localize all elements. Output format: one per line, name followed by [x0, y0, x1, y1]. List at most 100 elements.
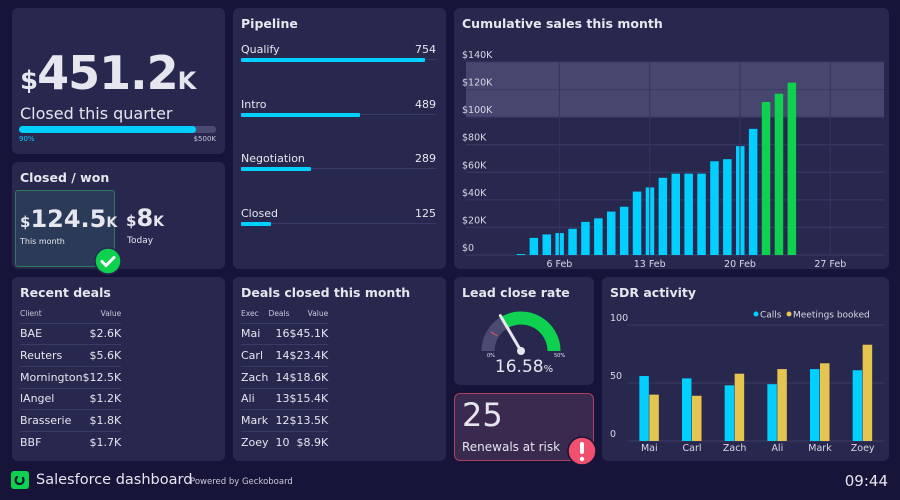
sdr-bar-meetings-booked — [862, 344, 873, 441]
pipeline-fill — [241, 112, 361, 117]
column-header: Deals — [268, 305, 290, 324]
table-cell: $5.6K — [82, 344, 122, 367]
pipeline-fill — [241, 167, 312, 171]
pipeline-stage-label: Qualify — [241, 43, 280, 56]
table-cell: $1.7K — [89, 436, 122, 450]
y-tick-label: $80K — [462, 133, 487, 144]
pipeline-track — [241, 222, 436, 224]
x-tick-label: Zach — [723, 443, 747, 454]
table-row[interactable]: Ali 13 $15.4K — [241, 388, 329, 411]
month-value: $124.5K — [20, 205, 117, 233]
table-row[interactable]: BBF $1.7K — [20, 431, 121, 453]
sales-bar — [542, 234, 551, 255]
legend-label: Calls — [760, 311, 782, 321]
table-cell: $23.4K — [289, 344, 329, 367]
table-cell: 13 — [268, 388, 290, 411]
column-header: Value — [82, 305, 122, 324]
renewals-panel: 25 Renewals at risk — [454, 393, 597, 466]
y-tick-label: $20K — [462, 215, 487, 226]
closed-won-panel: Closed / won $124.5K This month $8K Toda… — [12, 162, 225, 275]
pipeline-track — [241, 168, 436, 169]
column-header: Value — [289, 305, 329, 324]
table-row[interactable]: Zoey 10 $8.9K — [241, 431, 328, 453]
sales-bar — [787, 82, 797, 255]
sdr-bar-calls — [682, 378, 692, 441]
legend-label: Meetings booked — [793, 311, 870, 321]
y-tick-label: 100 — [610, 313, 628, 324]
this-month-box: $124.5K This month — [15, 190, 117, 267]
table-row[interactable]: Reuters $5.6K — [20, 344, 122, 367]
table-row[interactable]: Zach 14 $18.6K — [241, 366, 329, 389]
sales-bar — [761, 101, 771, 255]
legend-swatch — [786, 311, 792, 317]
suffix: K — [106, 215, 118, 231]
sdr-bar-calls — [767, 384, 777, 441]
table-cell: 10 — [275, 436, 290, 450]
y-tick-label: $100K — [462, 105, 493, 116]
recent-deals-table: Client Value BAE $2.6K Reuters $5.6K Morningto… — [20, 305, 122, 453]
quarter-progress-bar — [19, 126, 216, 133]
sales-bar — [516, 254, 526, 255]
table-cell: $12.5K — [82, 366, 122, 389]
sales-bar — [529, 237, 539, 255]
quarter-amount: 451.2 — [37, 46, 179, 100]
sdr-bar-calls — [810, 369, 820, 441]
x-tick-label: 27 Feb — [814, 259, 846, 269]
deals-closed-table: Exec Deals Value Mai 16 $45.1K Carl 14 $23.4K Zac… — [241, 305, 329, 453]
table-cell: Mornington — [20, 366, 83, 389]
table-cell: 14 — [268, 366, 290, 389]
rate-unit: % — [543, 364, 554, 375]
table-row[interactable]: Carl 14 $23.4K — [241, 344, 329, 367]
table-cell: Mark — [241, 409, 269, 432]
table-row[interactable]: Mai 16 $45.1K — [241, 323, 329, 346]
legend-swatch — [753, 311, 759, 317]
x-tick-label: Zoey — [851, 443, 875, 454]
rate-value: 16.58 — [494, 357, 544, 377]
table-row[interactable]: Brasserie $1.8K — [20, 409, 122, 432]
pipeline-stage-label: Intro — [241, 97, 267, 111]
gauge-min-label: 0% — [487, 353, 495, 359]
sales-bar — [607, 211, 616, 255]
table-cell: Mai — [241, 323, 269, 346]
powered-by: Powered by Geckoboard — [190, 477, 293, 487]
table-cell: 12 — [268, 409, 290, 432]
table-row[interactable]: lAngel $1.2K — [20, 388, 122, 411]
table-row[interactable]: Mornington $12.5K — [20, 366, 122, 389]
y-tick-label: $0 — [462, 243, 474, 254]
sales-bar — [632, 191, 642, 255]
table-cell: Ali — [241, 388, 269, 411]
sales-bar — [568, 228, 577, 255]
sdr-bar-meetings-booked — [649, 394, 659, 441]
table-row[interactable]: Mark 12 $13.5K — [241, 409, 329, 432]
quarter-progress-fill — [19, 126, 197, 133]
quarter-value: $451.2K — [20, 46, 196, 100]
dashboard-title: Salesforce dashboard — [36, 472, 193, 488]
sdr-activity-chart: 0 50 100 Mai Carl Zach Ali Mark Zoey Calls Meeting… — [610, 311, 884, 454]
sales-bar — [594, 218, 603, 255]
table-cell: $18.6K — [289, 366, 329, 389]
x-tick-label: Mai — [641, 443, 658, 454]
panel-title: Deals closed this month — [241, 285, 411, 300]
sales-bar — [658, 177, 668, 255]
sdr-bar-calls — [852, 370, 863, 441]
currency: $ — [126, 212, 137, 230]
sdr-bar-meetings-booked — [777, 369, 787, 441]
pipeline-stage-label: Closed — [241, 206, 278, 220]
pipeline-fill — [241, 58, 425, 62]
x-tick-label: 6 Feb — [546, 259, 572, 269]
table-cell: $2.6K — [82, 323, 122, 346]
pipeline-stage-label: Negotiation — [241, 152, 305, 165]
sales-bar — [581, 221, 590, 255]
sales-bar — [671, 173, 680, 255]
quarter-label: Closed this quarter — [20, 104, 173, 123]
gauge-max-label: 50% — [554, 353, 566, 359]
table-cell: 14 — [268, 344, 290, 367]
sdr-bar-meetings-booked — [692, 395, 702, 441]
x-tick-label: 20 Feb — [724, 259, 756, 269]
recent-deals-panel: Recent deals Client Value BAE $2.6K Reuters $… — [12, 277, 225, 461]
pipeline-panel: Pipeline Qualify 754 Intro 489 Negotiation 28… — [233, 8, 446, 269]
cumulative-sales-chart: $0 $20K $40K $60K $80K $100K $120K $140K 6 Feb 13… — [462, 50, 884, 269]
panel-title: Lead close rate — [462, 285, 570, 300]
table-row[interactable]: BAE $2.6K — [20, 323, 122, 346]
month-label: This month — [20, 237, 65, 246]
